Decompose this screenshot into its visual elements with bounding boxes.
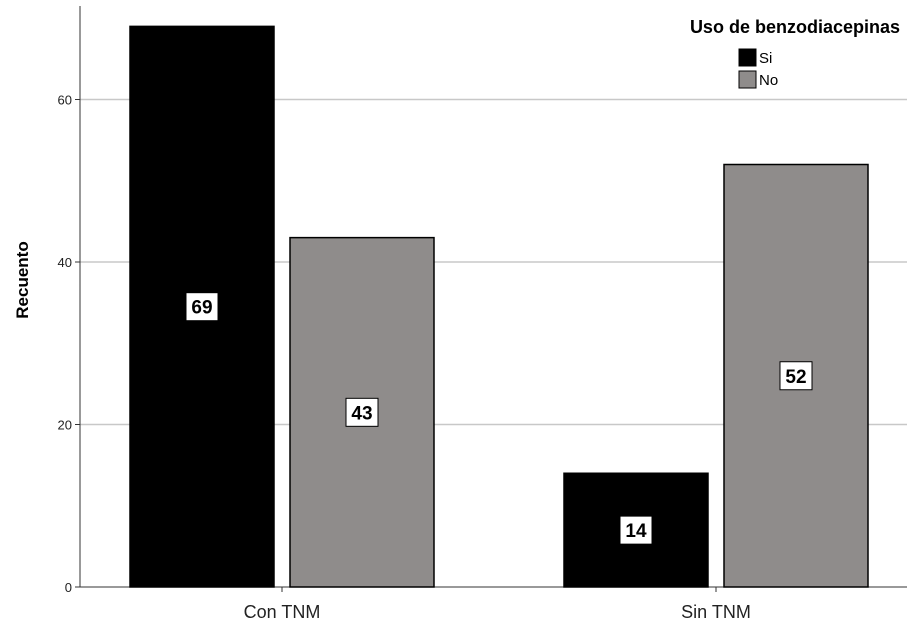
data-label: 43 bbox=[351, 403, 372, 424]
x-tick-label: Con TNM bbox=[244, 602, 321, 622]
legend-label-no: No bbox=[759, 72, 778, 89]
bars bbox=[129, 25, 869, 588]
y-axis-label: Recuento bbox=[13, 241, 32, 318]
data-labels: 69 43 14 52 bbox=[185, 292, 813, 545]
data-label: 69 bbox=[191, 298, 212, 319]
legend-swatch-no bbox=[738, 70, 757, 89]
data-label-box bbox=[345, 397, 379, 427]
bar-si-1 bbox=[129, 25, 275, 588]
legend-title: Uso de benzodiacepinas bbox=[690, 17, 900, 37]
y-axis-ticks: 0 20 40 60 bbox=[58, 93, 80, 595]
legend-label-si: Si bbox=[759, 50, 772, 67]
data-label-box bbox=[185, 292, 219, 322]
legend-items: Si No bbox=[738, 48, 778, 89]
x-tick-label: Sin TNM bbox=[681, 602, 751, 622]
data-label-box bbox=[779, 361, 813, 391]
x-axis-ticks: Con TNM Sin TNM bbox=[244, 587, 751, 622]
data-label: 14 bbox=[625, 521, 647, 542]
y-tick-label: 40 bbox=[58, 255, 72, 270]
y-tick-label: 60 bbox=[58, 93, 72, 108]
y-tick-label: 0 bbox=[65, 580, 72, 595]
data-label-box bbox=[619, 515, 653, 545]
legend: Uso de benzodiacepinas Si No bbox=[690, 17, 900, 89]
y-tick-label: 20 bbox=[58, 418, 72, 433]
legend-swatch-si bbox=[738, 48, 757, 67]
data-label: 52 bbox=[785, 367, 806, 388]
